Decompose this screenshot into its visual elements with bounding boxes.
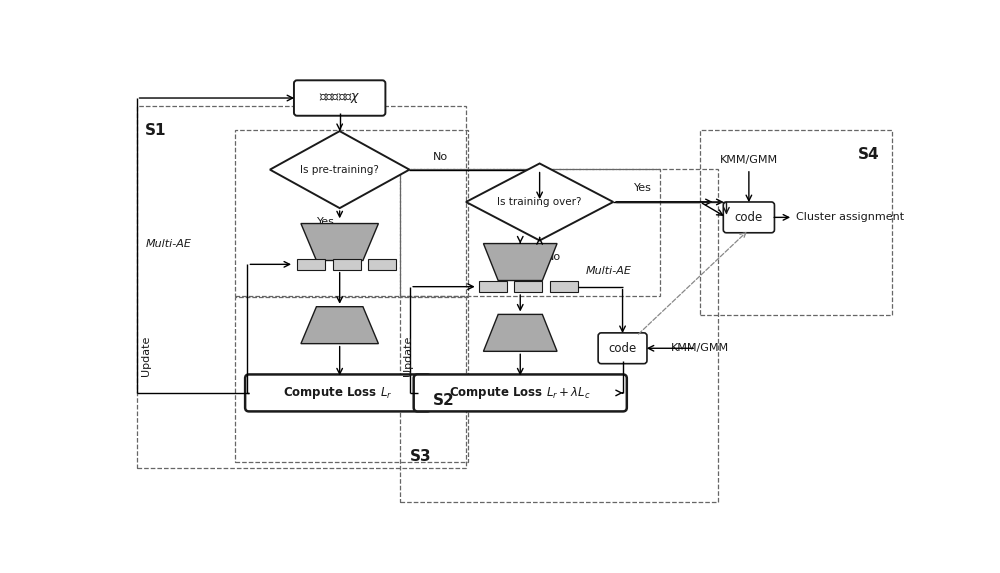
Text: No: No: [433, 152, 448, 162]
Text: S1: S1: [144, 123, 166, 138]
Text: Multi-AE: Multi-AE: [146, 240, 192, 249]
FancyBboxPatch shape: [294, 80, 385, 116]
Text: Cluster assignment: Cluster assignment: [796, 213, 904, 222]
Bar: [235, 297, 468, 462]
FancyBboxPatch shape: [723, 202, 774, 233]
Text: Update: Update: [141, 336, 151, 376]
Text: Is pre-training?: Is pre-training?: [300, 164, 379, 175]
Polygon shape: [301, 223, 378, 261]
Polygon shape: [483, 315, 557, 351]
Polygon shape: [483, 244, 557, 281]
Polygon shape: [270, 131, 409, 208]
Bar: [235, 131, 468, 296]
Text: S2: S2: [433, 393, 454, 408]
Text: Is training over?: Is training over?: [497, 197, 582, 207]
Text: Update: Update: [403, 336, 413, 376]
Text: Yes: Yes: [317, 217, 335, 227]
Bar: [514, 281, 542, 292]
Text: S3: S3: [409, 449, 431, 464]
Text: code: code: [735, 211, 763, 224]
Text: Multi-AE: Multi-AE: [586, 266, 632, 276]
Bar: [479, 281, 507, 292]
Text: KMM/GMM: KMM/GMM: [720, 155, 778, 164]
Text: Compute Loss $L_r + \lambda L_c$: Compute Loss $L_r + \lambda L_c$: [449, 385, 591, 401]
Bar: [700, 131, 892, 315]
Polygon shape: [301, 307, 378, 344]
Bar: [400, 169, 718, 503]
FancyBboxPatch shape: [414, 374, 627, 411]
Bar: [333, 259, 361, 270]
Bar: [137, 106, 466, 468]
Text: code: code: [608, 342, 637, 355]
Bar: [550, 281, 578, 292]
Text: 输入数据：$\chi$: 输入数据：$\chi$: [319, 91, 360, 105]
Polygon shape: [466, 163, 613, 241]
Text: KMM/GMM: KMM/GMM: [671, 343, 730, 354]
FancyBboxPatch shape: [245, 374, 431, 411]
Text: S4: S4: [857, 147, 879, 162]
Bar: [297, 259, 325, 270]
FancyBboxPatch shape: [598, 333, 647, 364]
Bar: [400, 169, 660, 296]
Text: Yes: Yes: [634, 183, 652, 193]
Bar: [368, 259, 396, 270]
Text: Compute Loss $L_r$: Compute Loss $L_r$: [283, 385, 393, 401]
Text: No: No: [546, 253, 561, 262]
